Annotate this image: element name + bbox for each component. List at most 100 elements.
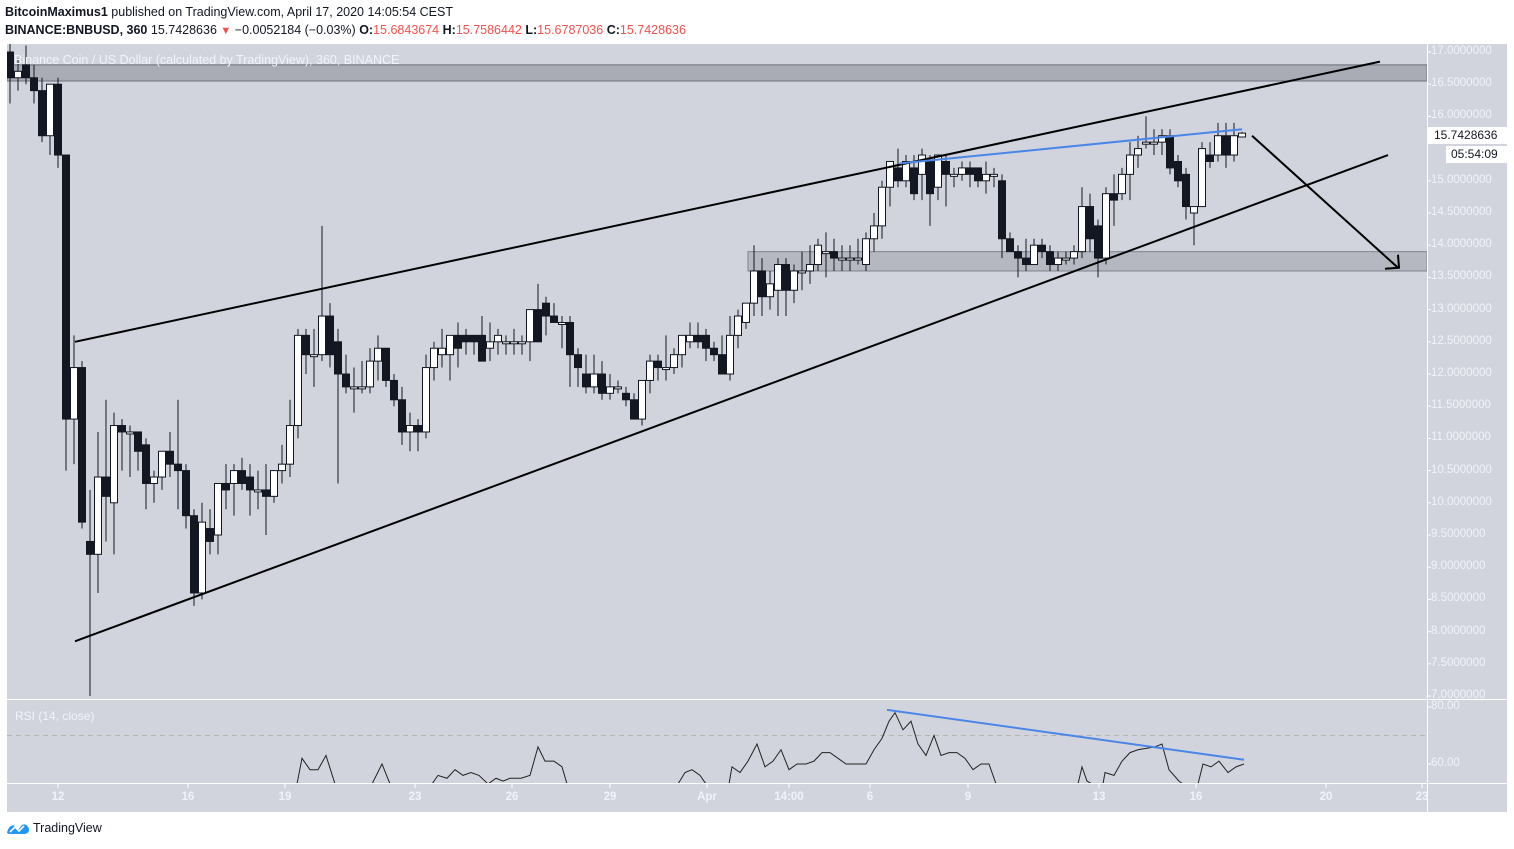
- price-tick-label: 7.0000000: [1431, 689, 1486, 701]
- candle: [134, 431, 142, 471]
- candle: [1222, 122, 1230, 168]
- candle: [350, 367, 358, 413]
- candle: [510, 328, 518, 355]
- rsi-legend[interactable]: RSI (14, close): [15, 709, 95, 723]
- candle: [958, 161, 966, 181]
- rsi-line: [432, 745, 568, 783]
- candle: [158, 450, 166, 490]
- candle: [622, 386, 630, 407]
- price-tick-label: 13.5000000: [1431, 270, 1492, 283]
- candle: [22, 45, 30, 85]
- price-tick-label: 7.5000000: [1431, 656, 1486, 669]
- candle: [718, 335, 726, 375]
- time-tick-label: 12: [51, 791, 65, 803]
- price-tick-label: 12.5000000: [1431, 334, 1492, 347]
- down-arrow-icon: [1251, 134, 1399, 269]
- price-tick-label: 8.5000000: [1431, 592, 1486, 605]
- candle: [830, 238, 838, 271]
- candle: [462, 328, 470, 355]
- candle: [726, 316, 734, 381]
- candle: [526, 309, 534, 362]
- price-tick-label: 8.0000000: [1431, 624, 1486, 637]
- candle: [398, 386, 406, 445]
- time-tick-label: 9: [964, 791, 972, 803]
- candle: [262, 464, 270, 535]
- candlesticks: [7, 44, 1246, 696]
- candle: [558, 316, 566, 349]
- chart-area[interactable]: [7, 44, 1507, 812]
- wedge-upper-trendline: [74, 60, 1381, 343]
- close-label: C:: [606, 23, 620, 37]
- candle: [1014, 245, 1022, 278]
- candle: [542, 296, 550, 336]
- candle: [758, 258, 766, 317]
- candle: [590, 354, 598, 394]
- candle: [638, 379, 646, 426]
- candle: [662, 335, 670, 381]
- candle: [926, 155, 934, 226]
- candle: [94, 431, 102, 593]
- candle: [1062, 251, 1070, 265]
- candle: [390, 374, 398, 407]
- candle: [302, 328, 310, 374]
- time-tick-label: 20: [1319, 791, 1333, 803]
- low-label: L:: [525, 23, 538, 37]
- candle: [670, 348, 678, 374]
- candle: [782, 258, 790, 317]
- candle: [478, 316, 486, 362]
- time-tick-label: 14:00: [774, 791, 804, 803]
- candle: [1134, 135, 1142, 168]
- series-legend[interactable]: Binance Coin / US Dollar (calculated by …: [14, 53, 400, 67]
- candle: [62, 154, 70, 471]
- candle: [1174, 155, 1182, 188]
- candle: [438, 328, 446, 368]
- candle: [118, 419, 126, 471]
- bar-countdown-label: 05:54:09: [1446, 146, 1507, 163]
- candle: [990, 167, 998, 188]
- candle: [934, 154, 942, 201]
- candle: [518, 335, 526, 355]
- rsi-line: [677, 769, 706, 783]
- candle: [294, 328, 302, 439]
- support-zone: [747, 251, 1427, 272]
- wedge-lower-trendline: [74, 154, 1389, 643]
- candle: [222, 464, 230, 510]
- rsi-tick-label: 80.00: [1431, 700, 1460, 712]
- candle: [1150, 129, 1158, 156]
- candle: [766, 270, 774, 310]
- candle: [30, 64, 38, 104]
- candle: [838, 245, 846, 271]
- candle: [54, 77, 62, 168]
- candle: [502, 335, 510, 355]
- candle: [86, 489, 94, 696]
- candle: [1070, 245, 1078, 265]
- rsi-line: [1077, 743, 1245, 783]
- candle: [334, 328, 342, 484]
- time-tick-label: 6: [866, 791, 874, 803]
- candle: [174, 399, 182, 510]
- candle: [190, 509, 198, 606]
- candle: [654, 354, 662, 381]
- candle: [1214, 122, 1222, 162]
- price-tick-label: 10.5000000: [1431, 463, 1492, 476]
- publisher-name[interactable]: BitcoinMaximus1: [5, 5, 108, 19]
- publish-info: published on TradingView.com, April 17, …: [111, 5, 453, 19]
- footer-brand[interactable]: TradingView: [6, 821, 102, 835]
- candle: [430, 341, 438, 381]
- candle: [1022, 238, 1030, 271]
- candle: [110, 412, 118, 555]
- time-tick-label: 19: [278, 791, 292, 803]
- candle: [310, 328, 318, 387]
- price-tick-label: 12.0000000: [1431, 367, 1492, 379]
- candle: [38, 77, 46, 143]
- candle: [374, 335, 382, 381]
- rsi-line: [728, 711, 997, 783]
- resistance-zone: [7, 64, 1427, 82]
- candle: [550, 303, 558, 323]
- candle: [318, 225, 326, 362]
- price-change: −0.0052184 (−0.03%): [234, 23, 356, 37]
- symbol: BINANCE:BNBUSD, 360: [5, 23, 148, 37]
- rsi-indicator: [7, 708, 1427, 783]
- candle: [366, 348, 374, 394]
